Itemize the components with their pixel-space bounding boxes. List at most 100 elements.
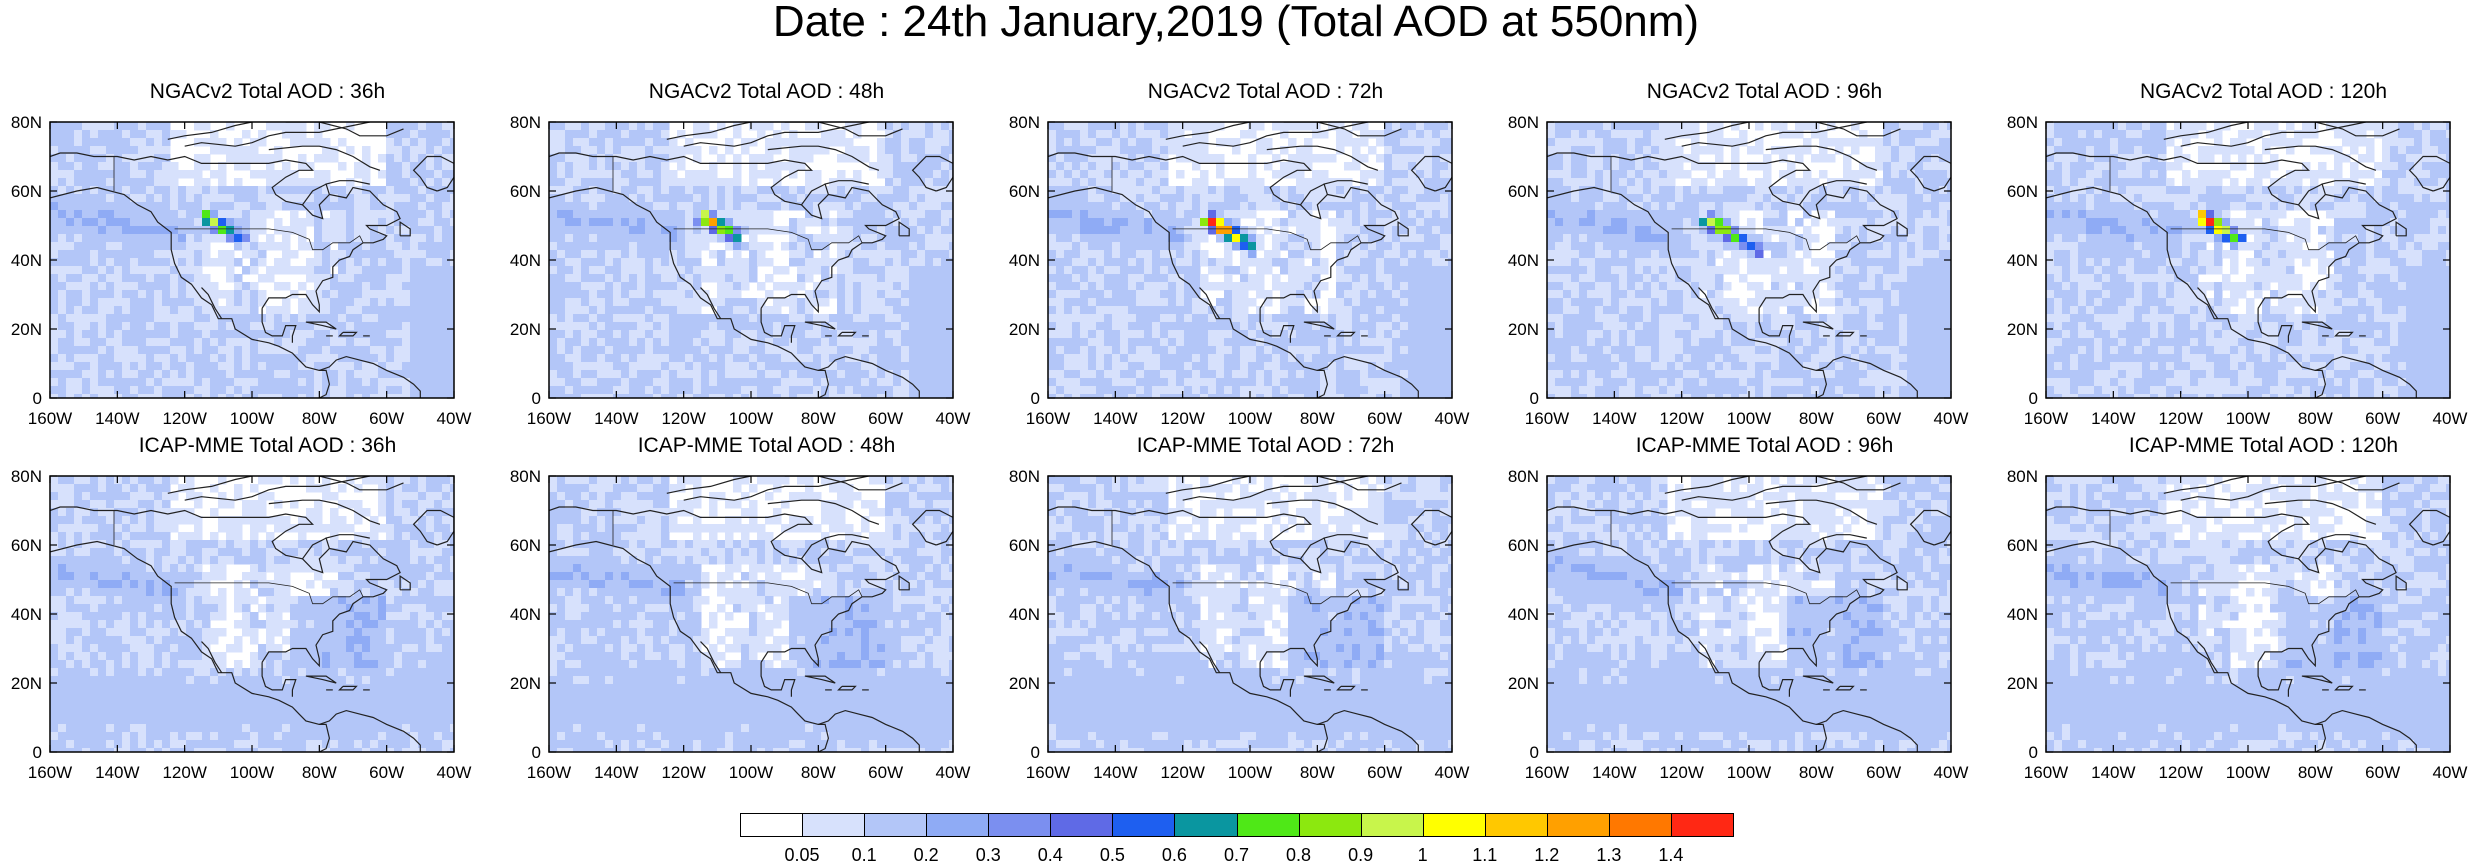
aod-cell xyxy=(1160,242,1169,251)
aod-cell xyxy=(1344,274,1353,283)
aod-cell xyxy=(901,282,910,291)
aod-cell xyxy=(266,386,275,395)
main-title: Date : 24th January,2019 (Total AOD at 5… xyxy=(0,0,2472,44)
aod-cell xyxy=(789,258,798,267)
aod-cell xyxy=(1336,274,1345,283)
aod-cell xyxy=(1216,386,1225,395)
aod-cell xyxy=(362,170,371,179)
aod-cell xyxy=(717,338,726,347)
aod-cell xyxy=(298,338,307,347)
aod-cell xyxy=(573,178,582,187)
aod-cell xyxy=(386,194,395,203)
aod-cell xyxy=(1176,346,1185,355)
aod-cell xyxy=(194,314,203,323)
aod-cell xyxy=(162,234,171,243)
aod-cell xyxy=(933,194,942,203)
aod-cell xyxy=(394,138,403,147)
aod-cell xyxy=(266,178,275,187)
aod-cell xyxy=(162,274,171,283)
aod-cell xyxy=(242,218,251,227)
aod-cell xyxy=(282,362,291,371)
aod-cell xyxy=(74,226,83,235)
aod-cell xyxy=(669,146,678,155)
aod-cell xyxy=(394,362,403,371)
aod-cell xyxy=(725,202,734,211)
aod-cell xyxy=(154,146,163,155)
aod-cell xyxy=(621,146,630,155)
aod-cell xyxy=(725,330,734,339)
aod-cell xyxy=(709,234,718,243)
x-tick-label: 120W xyxy=(661,409,705,428)
aod-cell xyxy=(1272,250,1281,259)
aod-cell xyxy=(114,250,123,259)
aod-cell xyxy=(1336,330,1345,339)
aod-cell xyxy=(901,226,910,235)
aod-cell xyxy=(66,290,75,299)
aod-cell xyxy=(1160,170,1169,179)
aod-cell xyxy=(597,338,606,347)
aod-cell xyxy=(426,314,435,323)
aod-cell xyxy=(677,234,686,243)
aod-cell xyxy=(1440,346,1449,355)
aod-cell xyxy=(1136,186,1145,195)
aod-cell xyxy=(1368,290,1377,299)
aod-cell xyxy=(1088,242,1097,251)
aod-cell xyxy=(178,250,187,259)
aod-cell xyxy=(605,306,614,315)
aod-cell xyxy=(138,186,147,195)
aod-cell xyxy=(386,290,395,299)
aod-cell xyxy=(613,154,622,163)
aod-cell xyxy=(1320,266,1329,275)
aod-cell xyxy=(346,386,355,395)
aod-cell xyxy=(1328,386,1337,395)
aod-cell xyxy=(410,330,419,339)
aod-cell xyxy=(837,378,846,387)
aod-cell xyxy=(178,314,187,323)
aod-cell xyxy=(645,146,654,155)
aod-cell xyxy=(869,322,878,331)
aod-cell xyxy=(1064,298,1073,307)
aod-cell xyxy=(226,290,235,299)
aod-cell xyxy=(717,154,726,163)
aod-cell xyxy=(146,378,155,387)
aod-cell xyxy=(162,290,171,299)
aod-cell xyxy=(314,386,323,395)
aod-cell xyxy=(797,378,806,387)
aod-cell xyxy=(725,258,734,267)
aod-cell xyxy=(1088,290,1097,299)
aod-cell xyxy=(394,186,403,195)
aod-cell xyxy=(725,386,734,395)
aod-cell xyxy=(573,370,582,379)
aod-cell xyxy=(813,386,822,395)
aod-cell xyxy=(701,322,710,331)
aod-cell xyxy=(693,258,702,267)
aod-cell xyxy=(1272,122,1281,131)
aod-cell xyxy=(869,346,878,355)
aod-cell xyxy=(418,258,427,267)
aod-cell xyxy=(637,298,646,307)
aod-cell xyxy=(210,282,219,291)
aod-cell xyxy=(933,218,942,227)
aod-cell xyxy=(418,210,427,219)
aod-cell xyxy=(733,122,742,131)
aod-cell xyxy=(1144,282,1153,291)
aod-cell xyxy=(90,178,99,187)
aod-cell xyxy=(1280,122,1289,131)
aod-cell xyxy=(178,202,187,211)
aod-cell xyxy=(1264,370,1273,379)
aod-cell xyxy=(685,314,694,323)
aod-cell xyxy=(573,130,582,139)
aod-cell xyxy=(1080,282,1089,291)
aod-cell xyxy=(58,234,67,243)
aod-cell xyxy=(1080,234,1089,243)
aod-cell xyxy=(1248,378,1257,387)
aod-cell xyxy=(1368,306,1377,315)
aod-cell xyxy=(106,354,115,363)
aod-cell xyxy=(1144,218,1153,227)
aod-cell xyxy=(1400,210,1409,219)
aod-cell xyxy=(1104,122,1113,131)
aod-cell xyxy=(1336,386,1345,395)
aod-cell xyxy=(194,330,203,339)
aod-cell xyxy=(330,186,339,195)
aod-cell xyxy=(781,378,790,387)
